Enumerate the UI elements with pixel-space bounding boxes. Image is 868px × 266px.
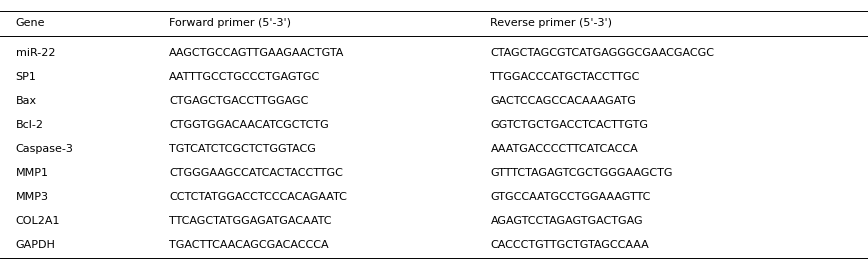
Text: TGTCATCTCGCTCTGGTACG: TGTCATCTCGCTCTGGTACG <box>169 144 316 154</box>
Text: TTGGACCCATGCTACCTTGC: TTGGACCCATGCTACCTTGC <box>490 72 640 82</box>
Text: TGACTTCAACAGCGACACCCA: TGACTTCAACAGCGACACCCA <box>169 240 329 250</box>
Text: Gene: Gene <box>16 18 45 28</box>
Text: GTGCCAATGCCTGGAAAGTTC: GTGCCAATGCCTGGAAAGTTC <box>490 192 651 202</box>
Text: CTGGTGGACAACATCGCTCTG: CTGGTGGACAACATCGCTCTG <box>169 120 329 130</box>
Text: MMP1: MMP1 <box>16 168 49 178</box>
Text: GTTTCTAGAGTCGCTGGGAAGCTG: GTTTCTAGAGTCGCTGGGAAGCTG <box>490 168 673 178</box>
Text: TTCAGCTATGGAGATGACAATC: TTCAGCTATGGAGATGACAATC <box>169 216 332 226</box>
Text: miR-22: miR-22 <box>16 48 56 58</box>
Text: CTAGCTAGCGTCATGAGGGCGAACGACGC: CTAGCTAGCGTCATGAGGGCGAACGACGC <box>490 48 714 58</box>
Text: CTGAGCTGACCTTGGAGC: CTGAGCTGACCTTGGAGC <box>169 96 309 106</box>
Text: Bax: Bax <box>16 96 36 106</box>
Text: MMP3: MMP3 <box>16 192 49 202</box>
Text: CACCCTGTTGCTGTAGCCAAA: CACCCTGTTGCTGTAGCCAAA <box>490 240 649 250</box>
Text: Reverse primer (5'-3'): Reverse primer (5'-3') <box>490 18 613 28</box>
Text: COL2A1: COL2A1 <box>16 216 60 226</box>
Text: SP1: SP1 <box>16 72 36 82</box>
Text: AAATGACCCCTTCATCACCA: AAATGACCCCTTCATCACCA <box>490 144 638 154</box>
Text: GAPDH: GAPDH <box>16 240 56 250</box>
Text: CCTCTATGGACCTCCCACAGAATC: CCTCTATGGACCTCCCACAGAATC <box>169 192 347 202</box>
Text: Caspase-3: Caspase-3 <box>16 144 74 154</box>
Text: GGTCTGCTGACCTCACTTGTG: GGTCTGCTGACCTCACTTGTG <box>490 120 648 130</box>
Text: AAGCTGCCAGTTGAAGAACTGTA: AAGCTGCCAGTTGAAGAACTGTA <box>169 48 345 58</box>
Text: CTGGGAAGCCATCACTACCTTGC: CTGGGAAGCCATCACTACCTTGC <box>169 168 343 178</box>
Text: AGAGTCCTAGAGTGACTGAG: AGAGTCCTAGAGTGACTGAG <box>490 216 643 226</box>
Text: AATTTGCCTGCCCTGAGTGC: AATTTGCCTGCCCTGAGTGC <box>169 72 320 82</box>
Text: Forward primer (5'-3'): Forward primer (5'-3') <box>169 18 292 28</box>
Text: Bcl-2: Bcl-2 <box>16 120 43 130</box>
Text: GACTCCAGCCACAAAGATG: GACTCCAGCCACAAAGATG <box>490 96 636 106</box>
